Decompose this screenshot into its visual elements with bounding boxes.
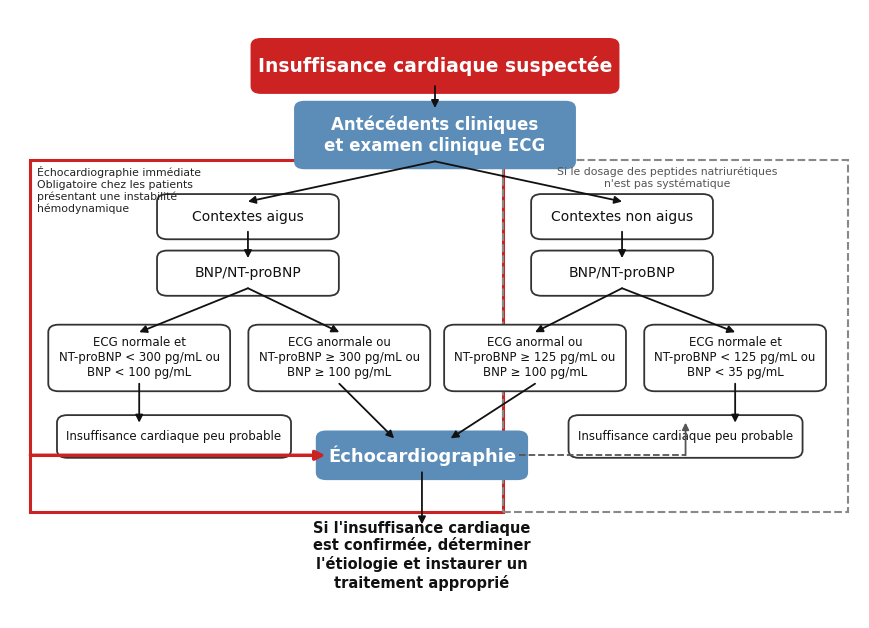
Text: Insuffisance cardiaque peu probable: Insuffisance cardiaque peu probable — [577, 430, 793, 443]
Text: Insuffisance cardiaque suspectée: Insuffisance cardiaque suspectée — [257, 56, 612, 76]
Text: ECG normale et
NT-proBNP < 300 pg/mL ou
BNP < 100 pg/mL: ECG normale et NT-proBNP < 300 pg/mL ou … — [58, 337, 220, 379]
FancyBboxPatch shape — [156, 194, 338, 239]
Text: Insuffisance cardiaque peu probable: Insuffisance cardiaque peu probable — [66, 430, 282, 443]
Text: ECG anormale ou
NT-proBNP ≥ 300 pg/mL ou
BNP ≥ 100 pg/mL: ECG anormale ou NT-proBNP ≥ 300 pg/mL ou… — [258, 337, 420, 379]
FancyBboxPatch shape — [249, 325, 429, 391]
FancyBboxPatch shape — [49, 325, 229, 391]
FancyBboxPatch shape — [643, 325, 826, 391]
Text: BNP/NT-proBNP: BNP/NT-proBNP — [195, 266, 301, 280]
Text: Si l'insuffisance cardiaque
est confirmée, déterminer
l'étiologie et instaurer u: Si l'insuffisance cardiaque est confirmé… — [313, 521, 530, 590]
Text: BNP/NT-proBNP: BNP/NT-proBNP — [568, 266, 674, 280]
FancyBboxPatch shape — [57, 415, 290, 458]
Text: ECG normale et
NT-proBNP < 125 pg/mL ou
BNP < 35 pg/mL: ECG normale et NT-proBNP < 125 pg/mL ou … — [653, 337, 815, 379]
Text: Si le dosage des peptides natriurétiques
n'est pas systématique: Si le dosage des peptides natriurétiques… — [556, 166, 776, 189]
Text: ECG anormal ou
NT-proBNP ≥ 125 pg/mL ou
BNP ≥ 100 pg/mL: ECG anormal ou NT-proBNP ≥ 125 pg/mL ou … — [454, 337, 615, 379]
FancyBboxPatch shape — [156, 251, 338, 296]
Text: Échocardiographie: Échocardiographie — [328, 445, 515, 465]
FancyBboxPatch shape — [294, 100, 575, 169]
Text: Contextes non aigus: Contextes non aigus — [550, 210, 693, 224]
FancyBboxPatch shape — [250, 38, 619, 94]
Text: Antécédents cliniques
et examen clinique ECG: Antécédents cliniques et examen clinique… — [324, 116, 545, 154]
FancyBboxPatch shape — [315, 431, 527, 480]
Text: Contextes aigus: Contextes aigus — [192, 210, 303, 224]
Bar — [30, 160, 502, 512]
Text: Échocardiographie immédiate
Obligatoire chez les patients
présentant une instabi: Échocardiographie immédiate Obligatoire … — [36, 166, 201, 214]
FancyBboxPatch shape — [568, 415, 802, 458]
Bar — [502, 160, 847, 512]
FancyBboxPatch shape — [530, 194, 712, 239]
FancyBboxPatch shape — [443, 325, 625, 391]
FancyBboxPatch shape — [530, 251, 712, 296]
